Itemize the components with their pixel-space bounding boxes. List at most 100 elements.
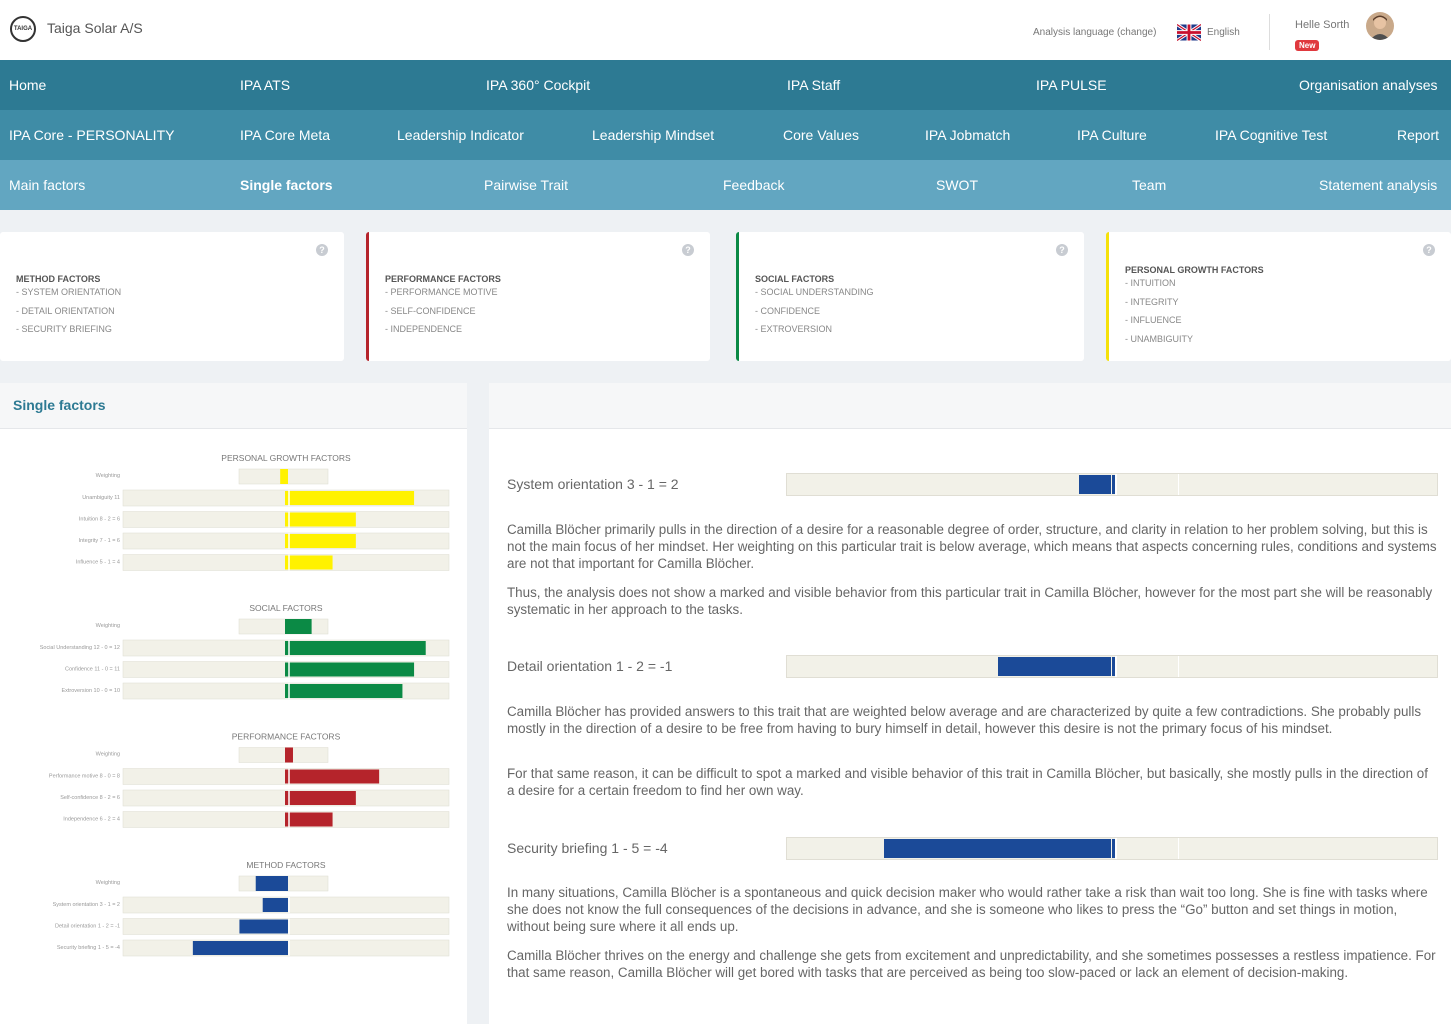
company-name: Taiga Solar A/S (47, 20, 143, 36)
user-name[interactable]: Helle Sorth (1295, 19, 1350, 31)
nav-row-tertiary: Main factors Single factors Pairwise Tra… (0, 160, 1451, 210)
card-item: - CONFIDENCE (755, 305, 820, 316)
card-performance-factors[interactable]: ? PERFORMANCE FACTORS - PERFORMANCE MOTI… (366, 232, 710, 361)
help-icon[interactable]: ? (682, 244, 694, 256)
card-item: - INTUITION (1125, 278, 1176, 288)
nav-leadership-mindset[interactable]: Leadership Mindset (592, 127, 715, 143)
card-method-factors[interactable]: ? METHOD FACTORS - SYSTEM ORIENTATION - … (0, 232, 344, 361)
row-label: Intuition 8 - 2 = 6 (79, 517, 120, 523)
card-personal-growth-factors[interactable]: ? PERSONAL GROWTH FACTORS - INTUITION - … (1106, 232, 1451, 361)
single-factors-panel: Single factors PERSONAL GROWTH FACTORS We… (0, 383, 467, 1024)
card-item: - SOCIAL UNDERSTANDING (755, 287, 874, 297)
row-bar (286, 555, 333, 570)
row-label: Performance motive 8 - 0 = 8 (49, 774, 120, 780)
trait-paragraph: Thus, the analysis does not show a marke… (507, 585, 1433, 617)
trait-bar-fill (997, 657, 1111, 676)
nav-ipa-jobmatch[interactable]: IPA Jobmatch (925, 127, 1011, 143)
trait-bar-fill (1078, 475, 1111, 494)
trait-bar-gap (1115, 474, 1117, 495)
trait-title: System orientation 3 - 1 = 2 (507, 476, 679, 492)
row-bar (286, 684, 403, 698)
trait-bar (786, 473, 1438, 496)
nav-ipa-culture[interactable]: IPA Culture (1077, 127, 1147, 143)
row-center (285, 941, 288, 955)
row-center (285, 919, 288, 934)
row-label: Unambiguity 11 (82, 495, 120, 501)
tab-main-factors[interactable]: Main factors (9, 177, 86, 193)
tab-pairwise-trait[interactable]: Pairwise Trait (484, 177, 569, 193)
nav-home[interactable]: Home (9, 77, 47, 93)
card-item: - INDEPENDENCE (385, 324, 463, 334)
row-bar (262, 898, 286, 912)
trait-paragraph: For that same reason, it can be difficul… (507, 766, 1428, 798)
weighting-center (285, 876, 288, 891)
nav-core-values[interactable]: Core Values (783, 127, 860, 143)
card-item: - EXTROVERSION (755, 324, 833, 334)
weighting-center (285, 619, 288, 634)
row-center (285, 512, 288, 527)
nav-leadership-indicator[interactable]: Leadership Indicator (397, 127, 524, 143)
help-icon[interactable]: ? (316, 244, 328, 256)
nav-ipa-staff[interactable]: IPA Staff (787, 77, 841, 93)
uk-flag-icon[interactable] (1177, 24, 1201, 41)
nav-report[interactable]: Report (1397, 127, 1440, 143)
weighting-bar (286, 619, 312, 634)
company-logo[interactable]: TAIGA (10, 16, 36, 42)
row-bar (286, 534, 356, 548)
group-title: METHOD FACTORS (246, 860, 326, 870)
nav-ipa-360-cockpit[interactable]: IPA 360° Cockpit (486, 77, 591, 93)
nav-ipa-core-personality[interactable]: IPA Core - PERSONALITY (9, 127, 175, 143)
row-bar (286, 491, 415, 505)
nav-ipa-cognitive-test[interactable]: IPA Cognitive Test (1215, 127, 1328, 143)
nav-ipa-pulse[interactable]: IPA PULSE (1036, 77, 1107, 93)
row-label: Social Understanding 12 - 0 = 12 (40, 645, 120, 651)
row-label: Independence 6 - 2 = 4 (63, 817, 120, 823)
trait-title: Security briefing 1 - 5 = -4 (507, 840, 668, 856)
nav-ipa-core-meta[interactable]: IPA Core Meta (240, 127, 331, 143)
tab-swot[interactable]: SWOT (936, 177, 978, 193)
language-value[interactable]: English (1207, 27, 1240, 38)
trait-bar-fill (884, 839, 1111, 858)
weighting-bar (280, 469, 286, 484)
top-header: TAIGA Taiga Solar A/S Analysis language … (0, 0, 1451, 60)
trait-paragraph: Camilla Blöcher thrives on the energy an… (507, 948, 1436, 980)
trait-bar (786, 837, 1438, 860)
trait-paragraph: In many situations, Camilla Blöcher is a… (507, 885, 1428, 934)
card-title: SOCIAL FACTORS (755, 274, 835, 284)
tab-team[interactable]: Team (1132, 177, 1167, 193)
row-label: Detail orientation 1 - 2 = -1 (55, 924, 120, 930)
card-item: - SELF-CONFIDENCE (385, 305, 476, 316)
row-center (285, 769, 288, 784)
logo-text: TAIGA (13, 26, 33, 32)
trait-bar-tick (1178, 474, 1179, 495)
help-icon[interactable]: ? (1056, 244, 1068, 256)
avatar[interactable] (1366, 12, 1394, 40)
trait-paragraph: Camilla Blöcher has provided answers to … (507, 704, 1422, 736)
tab-single-factors[interactable]: Single factors (240, 177, 333, 193)
nav-ipa-ats[interactable]: IPA ATS (240, 77, 291, 93)
weighting-label: Weighting (96, 623, 120, 629)
tab-statement-analysis[interactable]: Statement analysis (1319, 177, 1438, 193)
card-item: - INFLUENCE (1125, 315, 1182, 325)
trait-title: Detail orientation 1 - 2 = -1 (507, 658, 673, 674)
card-title: METHOD FACTORS (16, 274, 101, 284)
tab-feedback[interactable]: Feedback (723, 177, 785, 193)
group-title: PERFORMANCE FACTORS (232, 732, 341, 742)
trait-bar (786, 655, 1438, 678)
nav-organisation-analyses[interactable]: Organisation analyses (1299, 77, 1438, 93)
row-label: Security briefing 1 - 5 = -4 (57, 945, 120, 951)
panel-title: Single factors (13, 397, 106, 413)
trait-bar-center (1112, 657, 1115, 676)
card-title: PERSONAL GROWTH FACTORS (1125, 265, 1264, 275)
card-item: - INTEGRITY (1125, 296, 1179, 307)
row-label: System orientation 3 - 1 = 2 (53, 902, 120, 908)
weighting-track (238, 747, 329, 763)
factor-chart: PERSONAL GROWTH FACTORS Weighting Unambigu… (40, 453, 450, 957)
analysis-language-link[interactable]: Analysis language (change) (1033, 27, 1157, 38)
row-center (285, 555, 288, 570)
weighting-center (285, 469, 288, 484)
help-icon[interactable]: ? (1423, 244, 1435, 256)
card-social-factors[interactable]: ? SOCIAL FACTORS - SOCIAL UNDERSTANDING … (736, 232, 1084, 361)
row-center (285, 812, 288, 827)
row-center (285, 534, 288, 548)
